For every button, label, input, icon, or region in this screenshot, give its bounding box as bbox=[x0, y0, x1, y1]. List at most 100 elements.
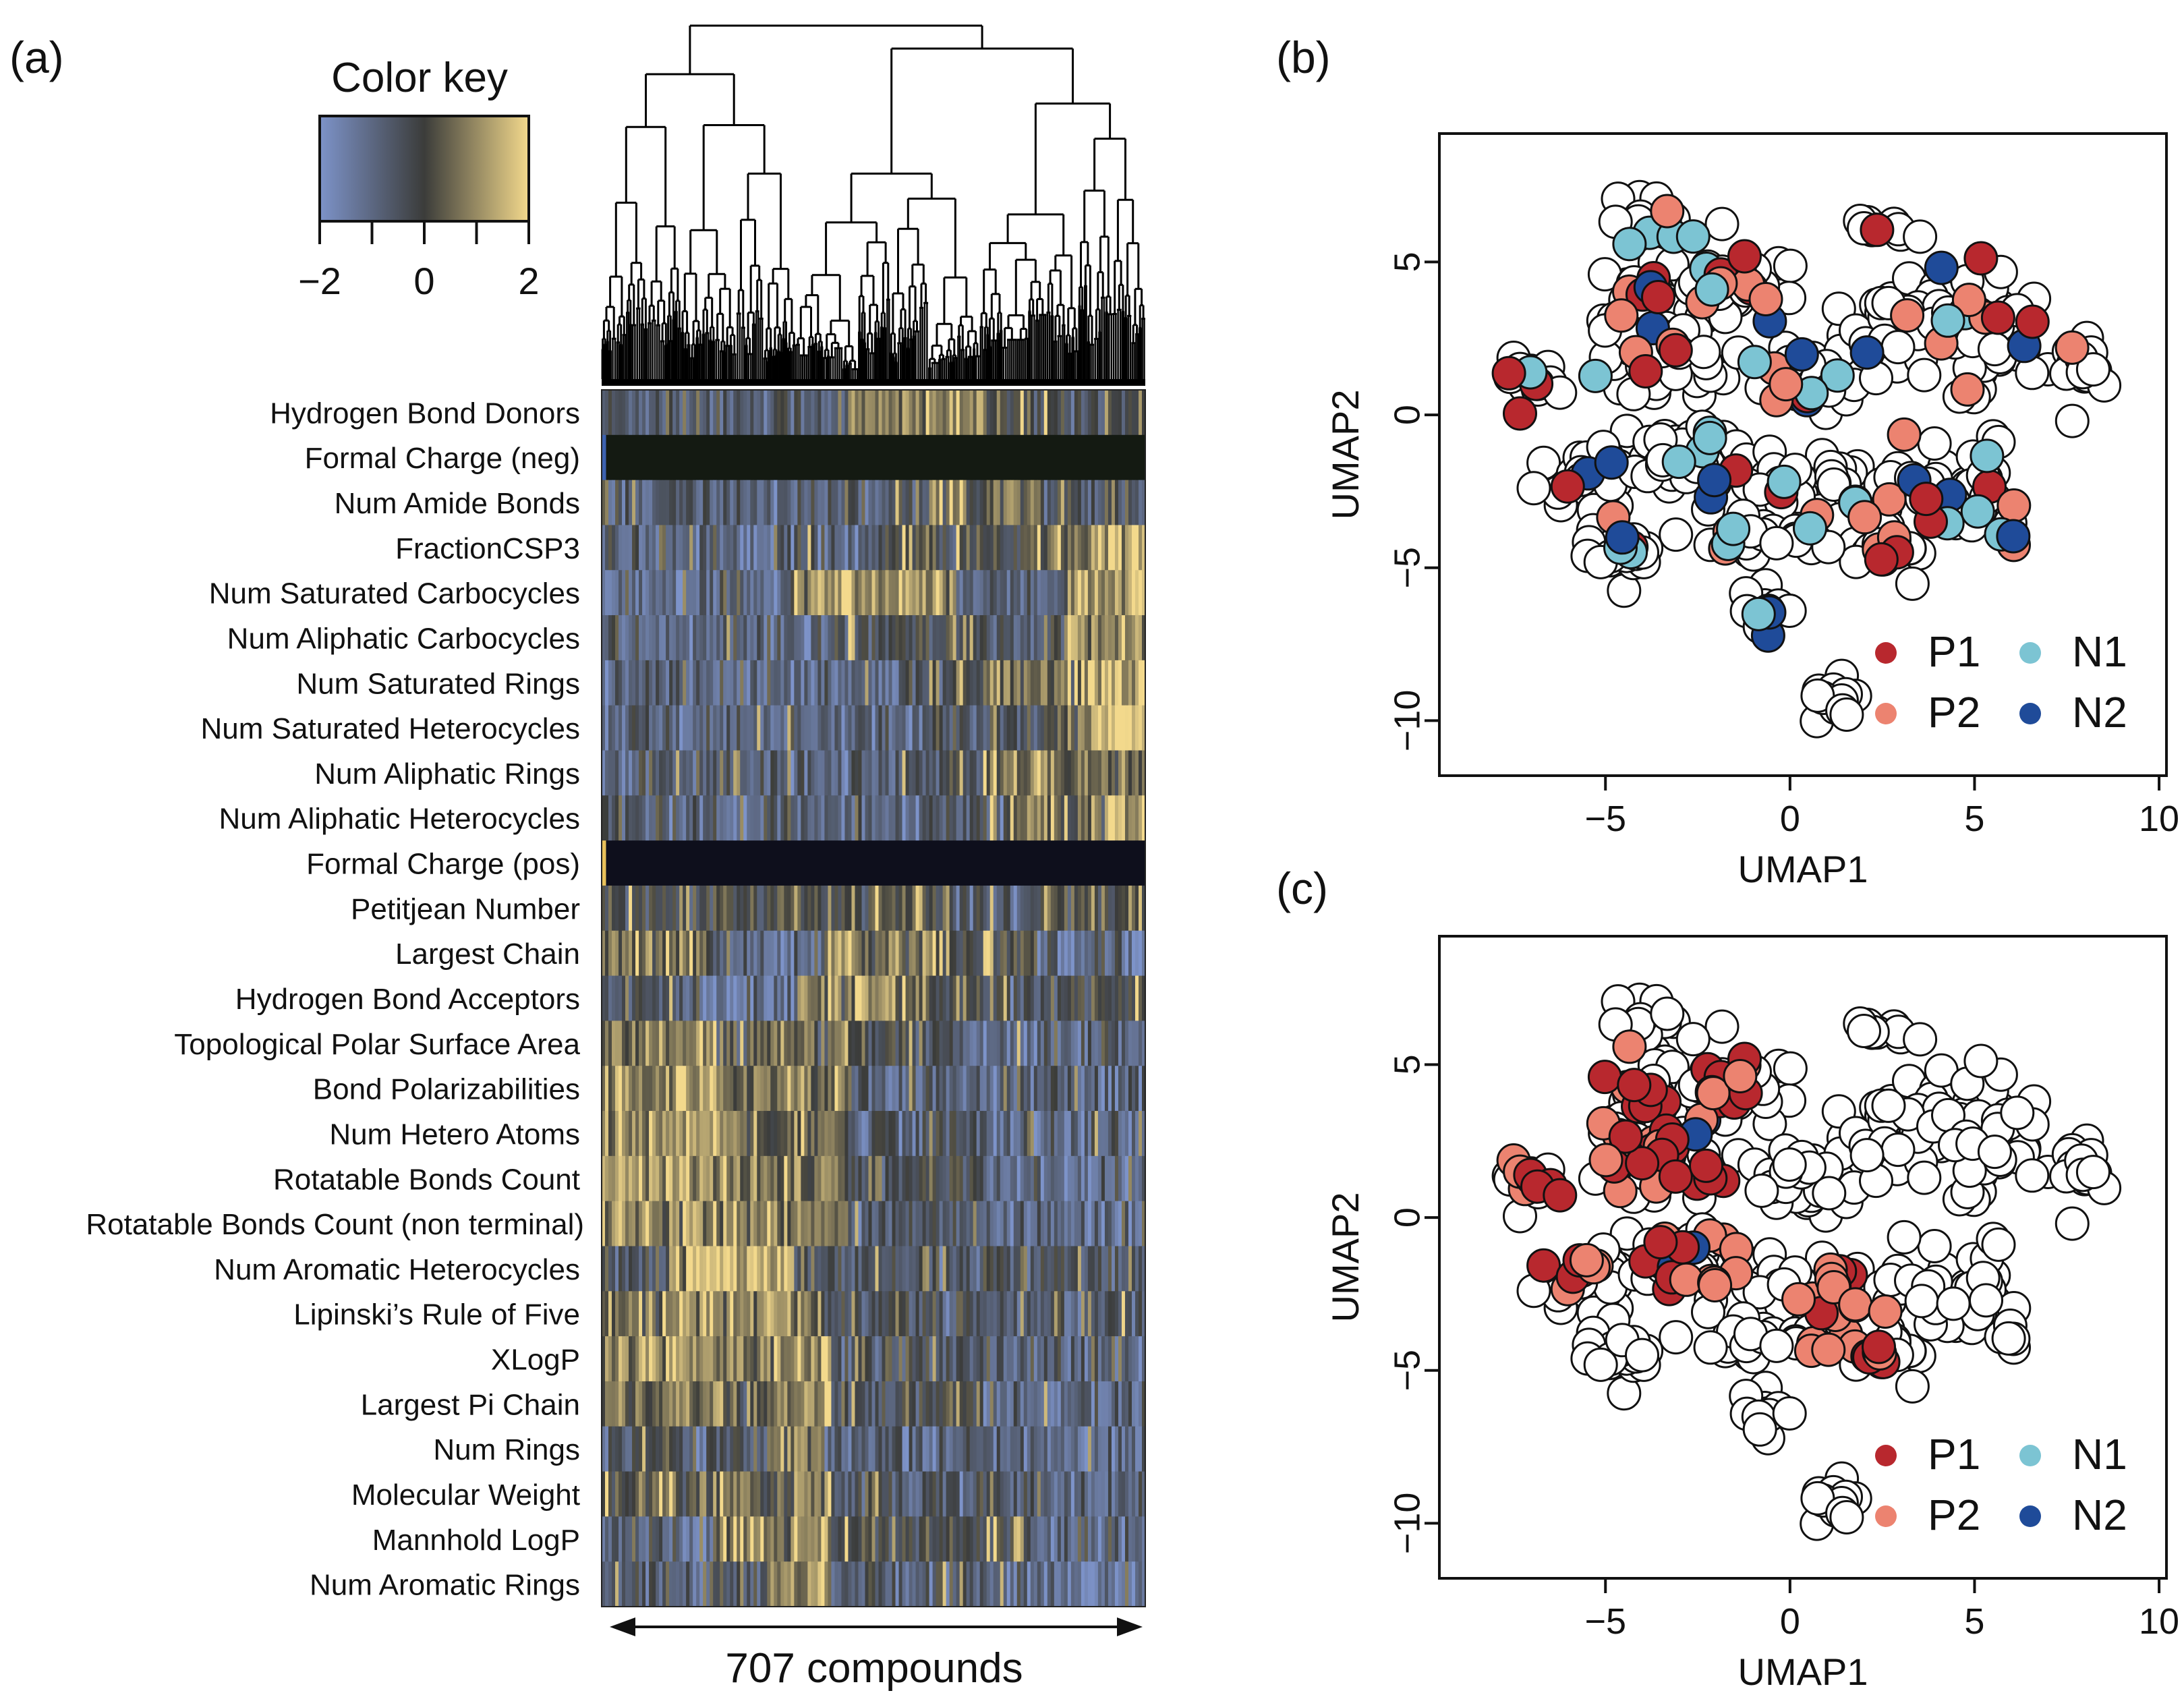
heatmap-cell bbox=[979, 930, 984, 977]
heatmap-cell bbox=[1108, 1066, 1112, 1112]
heatmap-cell bbox=[659, 570, 663, 616]
heatmap-cell bbox=[710, 795, 714, 841]
heatmap-cell bbox=[1050, 930, 1055, 977]
heatmap-cell bbox=[1070, 525, 1075, 571]
heatmap-cell bbox=[645, 1381, 650, 1427]
heatmap-cell bbox=[858, 1201, 863, 1247]
heatmap-cell bbox=[898, 1066, 903, 1112]
heatmap-cell bbox=[683, 885, 687, 931]
heatmap-cell bbox=[753, 885, 757, 931]
heatmap-cell bbox=[892, 1066, 896, 1112]
heatmap-cell bbox=[1104, 525, 1109, 571]
heatmap-cell bbox=[1087, 1155, 1092, 1202]
heatmap-cell bbox=[699, 1246, 703, 1292]
dendrogram-node bbox=[1083, 190, 1105, 242]
heatmap-cell bbox=[1084, 1021, 1089, 1066]
heatmap-cell bbox=[757, 750, 761, 796]
heatmap-cell bbox=[844, 615, 849, 661]
heatmap-cell bbox=[669, 705, 673, 751]
heatmap-cell bbox=[750, 1111, 754, 1157]
heatmap-cell bbox=[811, 750, 815, 796]
heatmap-cell bbox=[662, 1246, 666, 1292]
dendrogram-node bbox=[931, 344, 943, 360]
heatmap-cell bbox=[652, 750, 656, 796]
heatmap-cell bbox=[622, 1471, 626, 1517]
heatmap-cell bbox=[797, 885, 801, 931]
heatmap-cell bbox=[686, 1336, 690, 1382]
heatmap-cell bbox=[760, 480, 764, 526]
heatmap-cell bbox=[1050, 1471, 1055, 1517]
heatmap-cell bbox=[1134, 1246, 1139, 1292]
heatmap-cell bbox=[1037, 1201, 1041, 1247]
heatmap-cell bbox=[696, 705, 700, 751]
heatmap-cell bbox=[608, 930, 612, 977]
heatmap-cell bbox=[824, 480, 829, 526]
heatmap-cell bbox=[1013, 750, 1018, 796]
heatmap-cell bbox=[706, 1471, 710, 1517]
dendrogram-node bbox=[1138, 326, 1142, 379]
dendrogram-node bbox=[1121, 311, 1125, 379]
heatmap-cell bbox=[615, 570, 619, 616]
heatmap-cell bbox=[649, 615, 653, 661]
heatmap-cell bbox=[1000, 1246, 1004, 1292]
heatmap-cell bbox=[737, 750, 741, 796]
heatmap-cell bbox=[1108, 1021, 1112, 1066]
heatmap-cell bbox=[629, 975, 633, 1021]
heatmap-cell bbox=[1050, 975, 1055, 1021]
heatmap-cell bbox=[764, 1021, 768, 1066]
heatmap-cell bbox=[1000, 930, 1004, 977]
heatmap-cell bbox=[1013, 390, 1018, 436]
heatmap-cell bbox=[1010, 615, 1014, 661]
heatmap-cell bbox=[1027, 660, 1031, 706]
heatmap-cell bbox=[993, 795, 998, 841]
heatmap-cell bbox=[1114, 1381, 1119, 1427]
heatmap-cell bbox=[959, 1291, 964, 1337]
heatmap-cell bbox=[814, 1201, 818, 1247]
heatmap-cell bbox=[1050, 570, 1055, 616]
heatmap-cell bbox=[892, 390, 896, 436]
heatmap-cell bbox=[794, 660, 798, 706]
heatmap-cell bbox=[679, 1336, 683, 1382]
heatmap-cell bbox=[875, 1021, 880, 1066]
heatmap-cell bbox=[1111, 930, 1116, 977]
heatmap-cell bbox=[608, 1066, 612, 1112]
heatmap-cell bbox=[1010, 1021, 1014, 1066]
heatmap-cell bbox=[895, 1426, 900, 1472]
heatmap-cell bbox=[699, 390, 703, 436]
heatmap-cell bbox=[821, 615, 826, 661]
heatmap-cell bbox=[747, 1066, 751, 1112]
heatmap-cell bbox=[915, 1246, 920, 1292]
heatmap-cell bbox=[723, 975, 727, 1021]
heatmap-cell bbox=[966, 570, 971, 616]
heatmap-cell bbox=[753, 480, 757, 526]
heatmap-cell bbox=[713, 1426, 717, 1472]
heatmap-cell bbox=[976, 930, 981, 977]
heatmap-cell bbox=[1111, 1381, 1116, 1427]
heatmap-cell bbox=[625, 1246, 629, 1292]
heatmap-cell bbox=[989, 1111, 994, 1157]
heatmap-row-23 bbox=[602, 1426, 1146, 1472]
heatmap-cell bbox=[1077, 570, 1082, 616]
heatmap-cell bbox=[703, 1201, 707, 1247]
heatmap-cell bbox=[922, 1201, 927, 1247]
heatmap-cell bbox=[733, 1066, 737, 1112]
heatmap-cell bbox=[1040, 885, 1045, 931]
heatmap-cell bbox=[652, 975, 656, 1021]
heatmap-cell bbox=[679, 1066, 683, 1112]
heatmap-cell bbox=[1043, 1426, 1048, 1472]
heatmap-cell bbox=[1111, 480, 1116, 526]
heatmap-cell bbox=[824, 975, 829, 1021]
heatmap-cell bbox=[942, 750, 947, 796]
heatmap-cell bbox=[949, 615, 954, 661]
heatmap-cell bbox=[774, 975, 778, 1021]
heatmap-cell bbox=[878, 525, 883, 571]
heatmap-cell bbox=[750, 750, 754, 796]
dendrogram-node bbox=[811, 274, 841, 321]
heatmap-cell bbox=[956, 1201, 960, 1247]
heatmap-cell bbox=[686, 570, 690, 616]
heatmap-cell bbox=[993, 975, 998, 1021]
heatmap-cell bbox=[804, 1201, 808, 1247]
heatmap-cell bbox=[649, 1155, 653, 1202]
heatmap-cell bbox=[1074, 1246, 1079, 1292]
heatmap-cell bbox=[1124, 1066, 1129, 1112]
